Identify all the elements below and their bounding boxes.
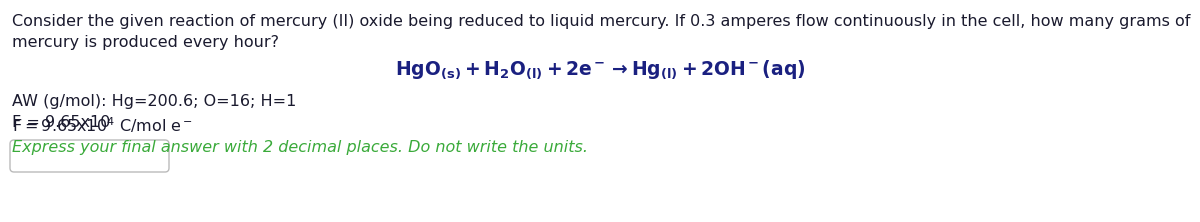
FancyBboxPatch shape [10,140,169,172]
Text: $\mathrm{F = 9.65x10^4\ C/mol\ e^-}$: $\mathrm{F = 9.65x10^4\ C/mol\ e^-}$ [12,115,193,135]
Text: $\mathbf{HgO_{(s)} + H_2O_{(l)} + 2e^- \rightarrow Hg_{(l)} + 2OH^-(aq)}$: $\mathbf{HgO_{(s)} + H_2O_{(l)} + 2e^- \… [395,59,805,81]
Text: F = 9.65x10: F = 9.65x10 [12,115,110,130]
Text: mercury is produced every hour?: mercury is produced every hour? [12,35,278,50]
Text: Consider the given reaction of mercury (II) oxide being reduced to liquid mercur: Consider the given reaction of mercury (… [12,14,1190,29]
Text: AW (g/mol): Hg=200.6; O=16; H=1: AW (g/mol): Hg=200.6; O=16; H=1 [12,94,296,109]
Text: Express your final answer with 2 decimal places. Do not write the units.: Express your final answer with 2 decimal… [12,140,588,155]
